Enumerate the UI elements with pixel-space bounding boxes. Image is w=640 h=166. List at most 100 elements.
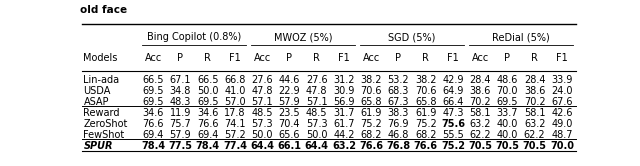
Text: 50.0: 50.0: [306, 130, 328, 140]
Text: 68.3: 68.3: [388, 86, 409, 96]
Text: 24.0: 24.0: [551, 86, 573, 96]
Text: 61.9: 61.9: [415, 108, 436, 118]
Text: 76.6: 76.6: [142, 119, 164, 129]
Text: 66.5: 66.5: [197, 75, 218, 85]
Text: 68.2: 68.2: [415, 130, 436, 140]
Text: 38.2: 38.2: [360, 75, 382, 85]
Text: 75.2: 75.2: [415, 119, 436, 129]
Text: 63.2: 63.2: [469, 119, 491, 129]
Text: 48.3: 48.3: [170, 97, 191, 107]
Text: 57.9: 57.9: [170, 130, 191, 140]
Text: 66.4: 66.4: [442, 97, 463, 107]
Text: 34.8: 34.8: [170, 86, 191, 96]
Text: 65.6: 65.6: [278, 130, 300, 140]
Text: 66.5: 66.5: [142, 75, 164, 85]
Text: 57.0: 57.0: [224, 97, 246, 107]
Text: 66.1: 66.1: [277, 141, 301, 151]
Text: 76.6: 76.6: [413, 141, 438, 151]
Text: 42.6: 42.6: [551, 108, 573, 118]
Text: 28.4: 28.4: [469, 75, 491, 85]
Text: 64.4: 64.4: [250, 141, 274, 151]
Text: R: R: [531, 53, 538, 63]
Text: 17.8: 17.8: [224, 108, 246, 118]
Text: 57.3: 57.3: [306, 119, 328, 129]
Text: 64.4: 64.4: [305, 141, 328, 151]
Text: 33.7: 33.7: [497, 108, 518, 118]
Text: 69.5: 69.5: [197, 97, 218, 107]
Text: 50.0: 50.0: [197, 86, 218, 96]
Text: 69.4: 69.4: [143, 130, 164, 140]
Text: ZeroShot: ZeroShot: [83, 119, 128, 129]
Text: 40.0: 40.0: [497, 119, 518, 129]
Text: SGD (5%): SGD (5%): [388, 32, 436, 42]
Text: Acc: Acc: [362, 53, 380, 63]
Text: 57.2: 57.2: [224, 130, 246, 140]
Text: 53.2: 53.2: [388, 75, 409, 85]
Text: SPUR: SPUR: [83, 141, 113, 151]
Text: 75.2: 75.2: [441, 141, 465, 151]
Text: 62.2: 62.2: [524, 130, 545, 140]
Text: 42.9: 42.9: [442, 75, 463, 85]
Text: 50.0: 50.0: [252, 130, 273, 140]
Text: 67.3: 67.3: [388, 97, 409, 107]
Text: 67.1: 67.1: [170, 75, 191, 85]
Text: 48.5: 48.5: [306, 108, 328, 118]
Text: 76.8: 76.8: [387, 141, 410, 151]
Text: 38.3: 38.3: [388, 108, 409, 118]
Text: Bing Copilot (0.8%): Bing Copilot (0.8%): [147, 32, 241, 42]
Text: Reward: Reward: [83, 108, 120, 118]
Text: 57.3: 57.3: [252, 119, 273, 129]
Text: R: R: [422, 53, 429, 63]
Text: F1: F1: [447, 53, 459, 63]
Text: 65.8: 65.8: [415, 97, 436, 107]
Text: old face: old face: [80, 5, 127, 15]
Text: 70.5: 70.5: [523, 141, 547, 151]
Text: 76.6: 76.6: [197, 119, 218, 129]
Text: 31.2: 31.2: [333, 75, 355, 85]
Text: 69.5: 69.5: [142, 86, 164, 96]
Text: 38.2: 38.2: [415, 75, 436, 85]
Text: 74.1: 74.1: [224, 119, 246, 129]
Text: 48.5: 48.5: [252, 108, 273, 118]
Text: 47.8: 47.8: [252, 86, 273, 96]
Text: 33.9: 33.9: [551, 75, 573, 85]
Text: 78.4: 78.4: [141, 141, 165, 151]
Text: 70.4: 70.4: [278, 119, 300, 129]
Text: 66.8: 66.8: [224, 75, 246, 85]
Text: 34.6: 34.6: [197, 108, 218, 118]
Text: 68.2: 68.2: [360, 130, 382, 140]
Text: 64.9: 64.9: [442, 86, 463, 96]
Text: 22.9: 22.9: [278, 86, 300, 96]
Text: 62.2: 62.2: [469, 130, 491, 140]
Text: 48.7: 48.7: [551, 130, 573, 140]
Text: MWOZ (5%): MWOZ (5%): [274, 32, 332, 42]
Text: F1: F1: [229, 53, 241, 63]
Text: R: R: [313, 53, 320, 63]
Text: 48.6: 48.6: [497, 75, 518, 85]
Text: 70.0: 70.0: [497, 86, 518, 96]
Text: 47.3: 47.3: [442, 108, 463, 118]
Text: 76.9: 76.9: [388, 119, 409, 129]
Text: P: P: [177, 53, 184, 63]
Text: Acc: Acc: [145, 53, 162, 63]
Text: 58.1: 58.1: [469, 108, 491, 118]
Text: 61.7: 61.7: [333, 119, 355, 129]
Text: 77.5: 77.5: [168, 141, 193, 151]
Text: P: P: [286, 53, 292, 63]
Text: 30.9: 30.9: [333, 86, 355, 96]
Text: Acc: Acc: [472, 53, 489, 63]
Text: 78.4: 78.4: [196, 141, 220, 151]
Text: P: P: [504, 53, 510, 63]
Text: 55.5: 55.5: [442, 130, 464, 140]
Text: P: P: [396, 53, 401, 63]
Text: 44.6: 44.6: [278, 75, 300, 85]
Text: 70.5: 70.5: [495, 141, 520, 151]
Text: 49.0: 49.0: [551, 119, 573, 129]
Text: 34.6: 34.6: [143, 108, 164, 118]
Text: 46.8: 46.8: [388, 130, 409, 140]
Text: 69.5: 69.5: [497, 97, 518, 107]
Text: 41.0: 41.0: [224, 86, 246, 96]
Text: 27.6: 27.6: [306, 75, 328, 85]
Text: 11.9: 11.9: [170, 108, 191, 118]
Text: 38.6: 38.6: [524, 86, 545, 96]
